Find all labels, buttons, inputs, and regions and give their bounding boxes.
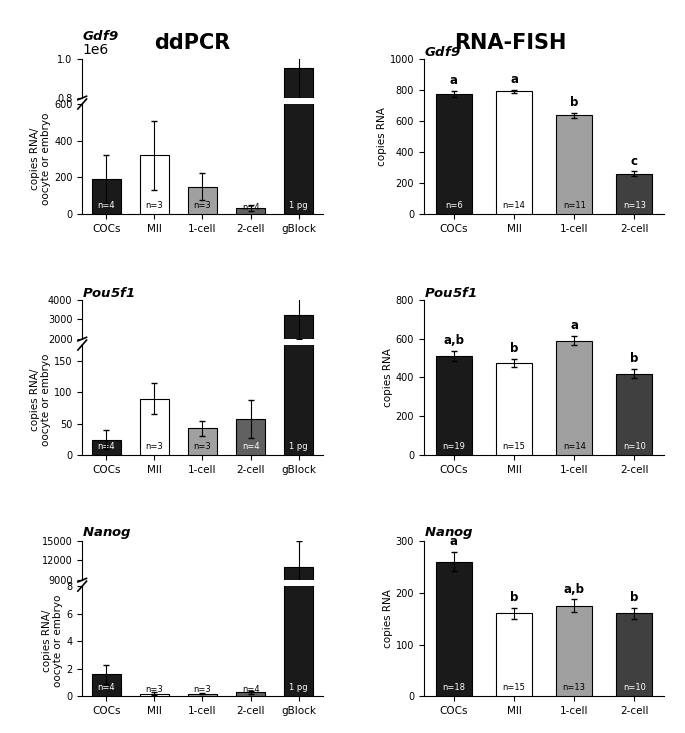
Bar [284, 68, 313, 255]
Text: 1 pg: 1 pg [290, 442, 308, 451]
Text: b: b [630, 352, 638, 365]
Bar [556, 341, 593, 455]
Text: n=3: n=3 [145, 201, 163, 210]
Text: n=3: n=3 [194, 442, 212, 451]
Text: 1 pg: 1 pg [290, 201, 308, 210]
Bar [284, 0, 313, 455]
Text: n=4: n=4 [97, 201, 115, 210]
Text: n=6: n=6 [445, 201, 463, 210]
Bar [236, 419, 265, 455]
Text: a,b: a,b [443, 334, 464, 347]
Bar [616, 174, 652, 214]
Bar [284, 567, 313, 639]
Bar [556, 115, 593, 214]
Text: a: a [570, 319, 578, 332]
Bar [140, 399, 169, 455]
Text: n=3: n=3 [194, 201, 212, 210]
Bar [496, 614, 532, 696]
Text: 1 pg: 1 pg [290, 683, 308, 692]
Text: n=15: n=15 [503, 441, 525, 451]
Bar [140, 377, 169, 378]
Text: ddPCR: ddPCR [153, 33, 230, 53]
Text: RNA-FISH: RNA-FISH [454, 33, 566, 53]
Text: n=13: n=13 [562, 682, 586, 692]
Text: n=4: n=4 [242, 442, 260, 451]
Text: b: b [630, 592, 638, 604]
Bar [556, 605, 593, 696]
Text: c: c [631, 155, 638, 168]
Bar [236, 692, 265, 696]
Bar [188, 187, 217, 214]
Text: a,b: a,b [564, 583, 585, 595]
Bar [284, 0, 313, 214]
Text: b: b [570, 96, 578, 109]
Bar [188, 428, 217, 455]
Text: a: a [510, 73, 518, 86]
Text: b: b [510, 342, 519, 355]
Bar [92, 674, 121, 696]
Text: $\bfit{Pou5f1}$: $\bfit{Pou5f1}$ [82, 286, 135, 300]
Text: n=18: n=18 [443, 682, 465, 692]
Text: a: a [450, 73, 458, 86]
Bar [616, 374, 652, 455]
Text: $\bfit{Pou5f1}$: $\bfit{Pou5f1}$ [424, 286, 477, 300]
Text: n=4: n=4 [242, 203, 260, 212]
Bar [236, 207, 265, 214]
Bar [436, 356, 472, 455]
Text: n=15: n=15 [503, 682, 525, 692]
Bar [188, 693, 217, 696]
Text: n=14: n=14 [563, 441, 586, 451]
Bar [140, 693, 169, 696]
Bar [616, 614, 652, 696]
Y-axis label: copies RNA/
oocyte or embryo: copies RNA/ oocyte or embryo [29, 354, 51, 446]
Text: n=10: n=10 [623, 441, 646, 451]
Text: b: b [510, 592, 519, 604]
Bar [92, 440, 121, 455]
Bar [236, 377, 265, 378]
Text: $\bfit{Gdf9}$: $\bfit{Gdf9}$ [82, 29, 119, 43]
Bar [436, 94, 472, 214]
Text: n=3: n=3 [145, 685, 163, 694]
Bar [496, 363, 532, 455]
Bar [92, 180, 121, 214]
Bar [284, 315, 313, 378]
Y-axis label: copies RNA: copies RNA [377, 107, 387, 166]
Bar [436, 561, 472, 696]
Text: n=4: n=4 [97, 683, 115, 692]
Y-axis label: copies RNA: copies RNA [383, 348, 393, 407]
Text: n=10: n=10 [623, 682, 646, 692]
Text: n=3: n=3 [194, 685, 212, 694]
Text: n=3: n=3 [145, 442, 163, 451]
Y-axis label: copies RNA/
oocyte or embryo: copies RNA/ oocyte or embryo [42, 595, 64, 688]
Text: n=4: n=4 [97, 442, 115, 451]
Text: $\bfit{Gdf9}$: $\bfit{Gdf9}$ [424, 45, 460, 59]
Bar [496, 92, 532, 214]
Text: n=13: n=13 [623, 201, 646, 210]
Bar [284, 0, 313, 696]
Text: n=4: n=4 [242, 685, 260, 694]
Text: $\bfit{Nanog}$: $\bfit{Nanog}$ [424, 525, 473, 541]
Y-axis label: copies RNA/
oocyte or embryo: copies RNA/ oocyte or embryo [29, 113, 51, 205]
Y-axis label: copies RNA: copies RNA [383, 589, 393, 648]
Text: n=19: n=19 [443, 441, 465, 451]
Text: n=14: n=14 [503, 201, 525, 210]
Text: n=11: n=11 [563, 201, 586, 210]
Text: a: a [450, 535, 458, 548]
Bar [140, 155, 169, 214]
Text: $\bfit{Nanog}$: $\bfit{Nanog}$ [82, 525, 132, 541]
Bar [188, 377, 217, 378]
